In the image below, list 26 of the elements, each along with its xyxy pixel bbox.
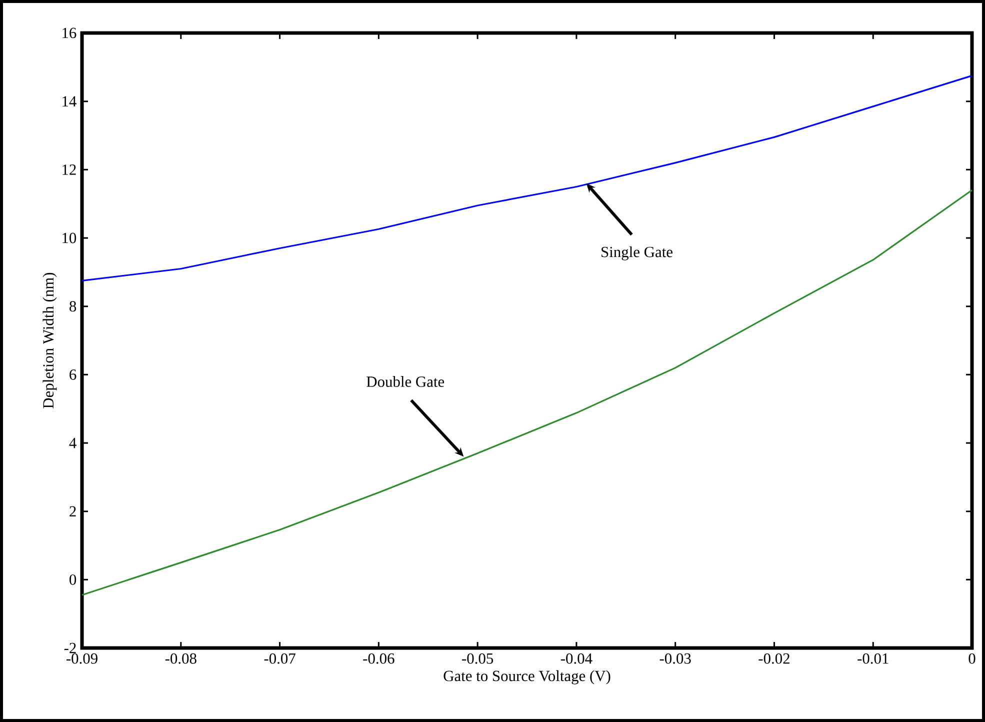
x-tick-label: -0.09: [66, 653, 98, 664]
x-tick-label: -0.01: [858, 653, 888, 664]
x-tick-label: -0.05: [462, 653, 494, 664]
y-tick-label: 6: [70, 369, 76, 380]
x-tick-label: -0.02: [758, 653, 790, 664]
annotation: Single Gate: [602, 246, 672, 260]
y-tick-label: -2: [64, 642, 76, 654]
x-tick-label: -0.06: [363, 653, 394, 664]
y-tick-label: 12: [62, 164, 76, 175]
y-tick-label: 2: [70, 506, 76, 516]
y-axis-title: Depletion Width (nm): [42, 272, 57, 408]
y-tick-label: 4: [69, 438, 76, 448]
x-tick-label: -0.04: [560, 653, 592, 664]
x-tick-label: -0.07: [264, 653, 296, 664]
x-tick-label: -0.03: [660, 653, 691, 664]
x-axis-title: Gate to Source Voltage (V): [444, 670, 610, 684]
line-series: [81, 189, 973, 596]
line-series: [81, 74, 973, 282]
y-tick-label: 16: [62, 28, 76, 38]
x-tick-label: -0.08: [165, 653, 196, 664]
y-tick-label: 10: [62, 232, 76, 244]
x-tick-label: 0: [968, 653, 976, 664]
y-tick-label: 0: [70, 574, 76, 585]
y-tick-label: 8: [70, 301, 76, 312]
y-tick-label: 14: [62, 96, 76, 106]
annotation: Double Gate: [366, 376, 444, 387]
